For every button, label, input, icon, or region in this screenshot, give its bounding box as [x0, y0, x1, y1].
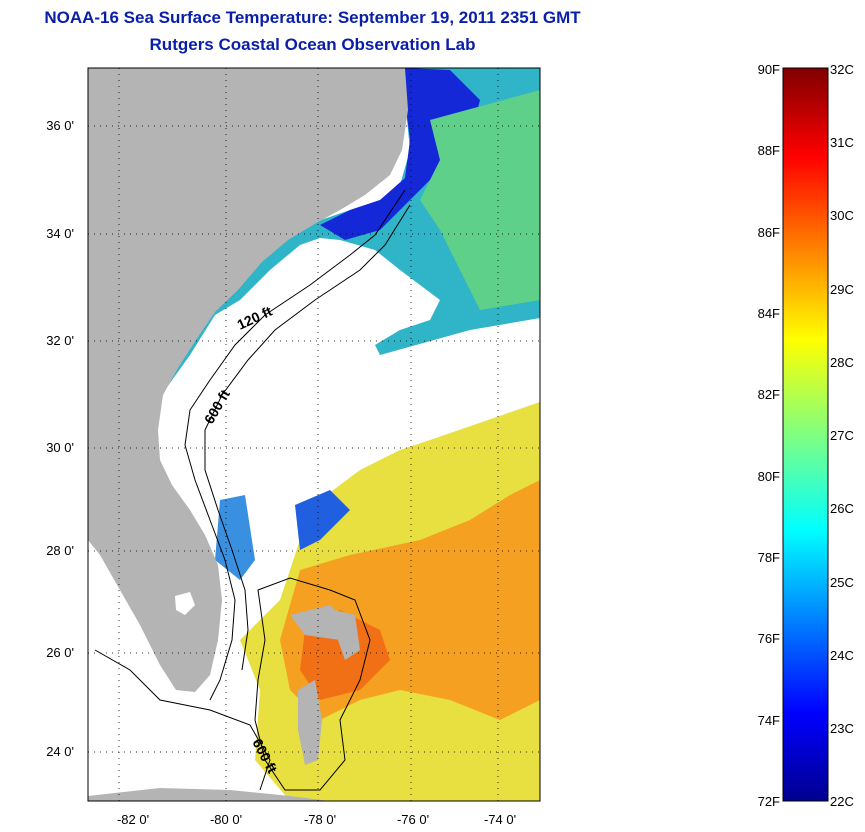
lon-label: -82 0'	[116, 812, 150, 827]
lat-label: 30 0'	[46, 440, 74, 455]
colorbar-c-label: 32C	[830, 62, 854, 77]
lon-label: -76 0'	[396, 812, 430, 827]
land-cuba	[88, 788, 330, 801]
contour-bahamas	[254, 577, 371, 791]
lat-label: 32 0'	[46, 333, 74, 348]
colorbar	[782, 67, 829, 802]
colorbar-c-label: 31C	[830, 135, 854, 150]
sst-swath-green-north	[420, 90, 540, 310]
colorbar-f-label: 88F	[757, 143, 780, 158]
colorbar-c-label: 27C	[830, 428, 854, 443]
land-mainland	[88, 68, 408, 692]
lat-label: 26 0'	[46, 645, 74, 660]
colorbar-c-label: 28C	[830, 355, 854, 370]
colorbar-f-label: 76F	[757, 631, 780, 646]
lon-label: -80 0'	[209, 812, 243, 827]
colorbar-c-label: 29C	[830, 282, 854, 297]
colorbar-f-label: 84F	[757, 306, 780, 321]
sst-coast-blue	[320, 68, 480, 240]
land-bahamas-grand	[290, 605, 345, 640]
land-bahamas-abaco	[335, 610, 360, 660]
colorbar-c-label: 22C	[830, 794, 854, 809]
colorbar-f-label: 74F	[757, 713, 780, 728]
colorbar-c-label: 30C	[830, 208, 854, 223]
colorbar-c-label: 25C	[830, 575, 854, 590]
graticule	[88, 68, 540, 801]
contour-120ft	[184, 189, 406, 701]
map-title: NOAA-16 Sea Surface Temperature: Septemb…	[44, 8, 581, 27]
lat-label: 36 0'	[46, 118, 74, 133]
map-area	[88, 68, 540, 801]
lon-label: -74 0'	[483, 812, 517, 827]
contour-600ft	[204, 204, 411, 671]
contour-keys	[94, 649, 271, 791]
land-bahamas-andros	[298, 680, 322, 765]
lat-label: 28 0'	[46, 543, 74, 558]
colorbar-c-label: 24C	[830, 648, 854, 663]
map-subtitle: Rutgers Coastal Ocean Observation Lab	[149, 35, 476, 54]
colorbar-f-label: 90F	[757, 62, 780, 77]
sst-cool-edge	[295, 490, 350, 550]
colorbar-f-label: 82F	[757, 387, 780, 402]
colorbar-c-label: 23C	[830, 721, 854, 736]
lon-label: -78 0'	[303, 812, 337, 827]
lat-label: 24 0'	[46, 744, 74, 759]
map-frame	[87, 67, 541, 802]
colorbar-f-label: 80F	[757, 469, 780, 484]
lake-okeechobee	[175, 592, 195, 615]
colorbar-c-label: 26C	[830, 501, 854, 516]
colorbar-f-label: 78F	[757, 550, 780, 565]
colorbar-f-label: 72F	[757, 794, 780, 809]
lat-label: 34 0'	[46, 226, 74, 241]
colorbar-f-label: 86F	[757, 225, 780, 240]
